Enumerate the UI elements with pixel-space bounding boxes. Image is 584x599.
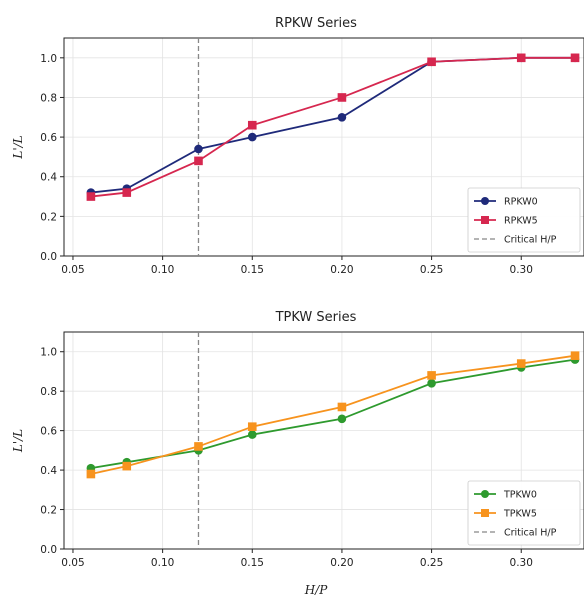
- legend-label: Critical H/P: [504, 235, 557, 246]
- data-point-rpkw5: [427, 57, 436, 67]
- data-point-tpkw0: [427, 378, 436, 388]
- data-point-rpkw0: [247, 132, 257, 142]
- legend-marker: [481, 490, 489, 498]
- x-axis-label: H/P: [304, 583, 329, 597]
- series-line-rpkw5: [90, 56, 576, 198]
- data-point-tpkw5: [86, 469, 96, 479]
- legend: TPKW0 TPKW5 Critical H/P: [467, 480, 581, 546]
- legend-label: TPKW5: [503, 509, 537, 520]
- y-tick-label: 0.6: [40, 426, 57, 438]
- plot-frame: [63, 37, 584, 257]
- x-tick-label: 0.10: [151, 557, 174, 569]
- data-point-tpkw5: [247, 422, 257, 431]
- y-tick-label: 0.2: [40, 505, 57, 517]
- data-point-tpkw5: [427, 371, 436, 380]
- chart-title: TPKW Series: [275, 310, 357, 325]
- data-point-tpkw5: [516, 359, 526, 368]
- data-point-tpkw5: [194, 442, 203, 451]
- y-tick-label: 1.0: [40, 347, 57, 359]
- y-tick-label: 0.8: [40, 386, 57, 398]
- data-point-rpkw5: [570, 53, 580, 63]
- y-tick-label: 1.0: [40, 53, 57, 65]
- chart-title: RPKW Series: [275, 16, 357, 31]
- y-tick-label: 0.0: [40, 251, 57, 263]
- x-tick-label: 0.25: [420, 264, 443, 276]
- y-tick-label: 0.0: [40, 544, 57, 556]
- y-tick-label: 0.2: [40, 211, 57, 223]
- x-tick-label: 0.25: [420, 557, 443, 569]
- legend-marker: [481, 216, 489, 224]
- x-tick-label: 0.05: [61, 264, 84, 276]
- chart-panel-1: RPKW Series 0.05 0.10 0.15 0.20 0.25 0.30 0.0 0.…: [11, 16, 584, 276]
- y-axis-label: L'/L: [11, 135, 25, 159]
- legend-label: TPKW0: [503, 490, 537, 501]
- y-tick-label: 0.6: [40, 132, 57, 144]
- x-tick-label: 0.15: [241, 557, 264, 569]
- legend-label: RPKW0: [504, 197, 538, 208]
- legend-marker: [481, 509, 489, 517]
- legend-box: [467, 187, 581, 253]
- data-point-rpkw5: [516, 53, 526, 63]
- series-line-rpkw0: [90, 56, 576, 194]
- series-line-tpkw0: [90, 358, 576, 470]
- legend-marker: [481, 197, 489, 205]
- series-line-tpkw5: [90, 354, 576, 475]
- data-point-tpkw0: [247, 430, 257, 439]
- x-tick-label: 0.20: [330, 264, 353, 276]
- data-point-rpkw5: [247, 120, 257, 130]
- legend-label: RPKW5: [504, 216, 538, 227]
- y-tick-label: 0.4: [40, 172, 57, 184]
- y-axis-label: L'/L: [11, 429, 25, 453]
- y-tick-label: 0.4: [40, 465, 57, 477]
- data-point-rpkw5: [122, 188, 132, 197]
- data-point-rpkw5: [194, 156, 203, 166]
- x-tick-label: 0.05: [61, 557, 84, 569]
- data-point-tpkw0: [337, 414, 347, 424]
- x-tick-label: 0.30: [510, 264, 533, 276]
- x-tick-label: 0.30: [510, 557, 533, 569]
- plot-frame: [63, 331, 584, 550]
- data-point-rpkw0: [337, 112, 347, 122]
- data-point-rpkw0: [194, 144, 203, 154]
- legend: RPKW0 RPKW5 Critical H/P: [467, 187, 581, 253]
- chart-panel-2: TPKW Series 0.05 0.10 0.15 0.20 0.25 0.30 0.0 0.…: [11, 310, 584, 597]
- x-tick-label: 0.20: [330, 557, 353, 569]
- data-point-tpkw5: [337, 402, 347, 412]
- legend-label: Critical H/P: [504, 528, 557, 539]
- y-tick-label: 0.8: [40, 92, 57, 104]
- x-tick-label: 0.10: [151, 264, 174, 276]
- data-point-tpkw5: [570, 351, 580, 360]
- legend-box: [467, 480, 581, 546]
- data-point-rpkw5: [337, 93, 347, 102]
- data-point-rpkw5: [86, 192, 96, 201]
- x-tick-label: 0.15: [241, 264, 264, 276]
- data-point-tpkw5: [122, 461, 132, 471]
